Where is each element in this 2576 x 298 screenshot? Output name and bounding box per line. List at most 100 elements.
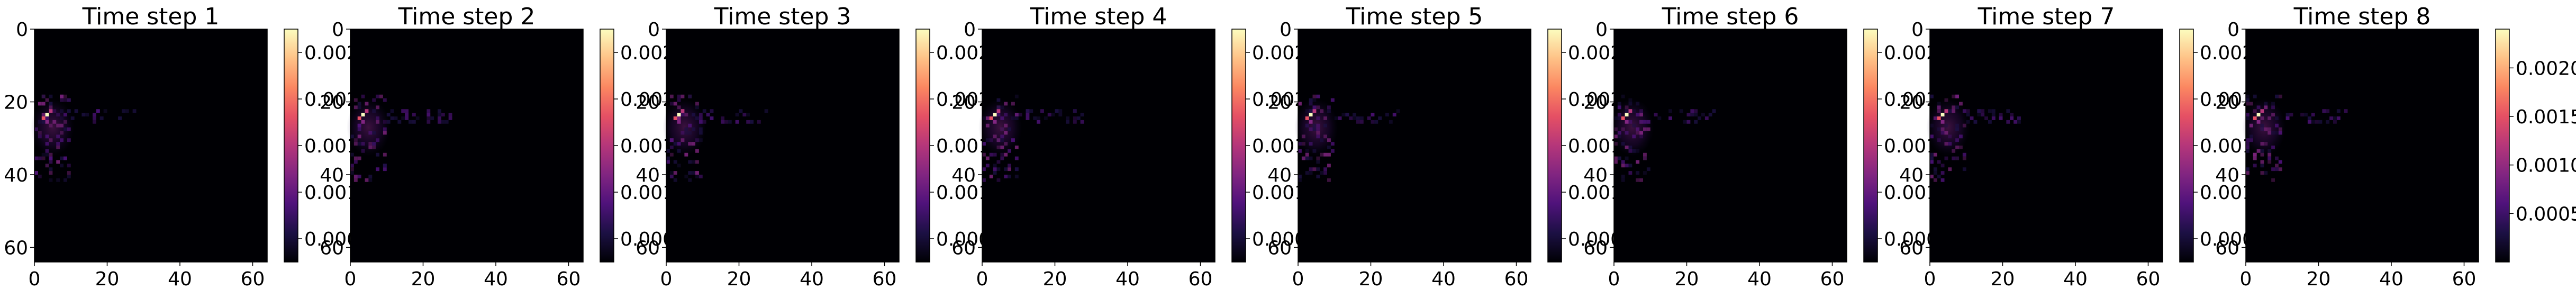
hot-cell [2260,109,2264,113]
activation-cell [1933,116,1937,120]
activation-cell [38,131,42,135]
activation-cell [677,116,681,120]
activation-cell [2333,116,2337,120]
activation-cell [1646,127,1650,131]
activation-cell [1073,120,1077,124]
activation-cell [390,109,394,113]
activation-cell [353,138,358,142]
activation-cell [1066,120,1069,124]
activation-cell [1026,113,1030,116]
activation-cell [1614,156,1618,160]
activation-cell [64,156,67,160]
activation-cell [996,146,1001,149]
activation-cell [699,138,703,142]
activation-cell [2267,131,2272,135]
activation-cell [993,164,997,168]
activation-cell [1305,123,1309,128]
colorbar-tick-label: 0.002 [1568,89,1622,111]
activation-cell [1625,156,1629,160]
y-tick-label: 40 [636,165,660,186]
activation-cell [1323,171,1327,175]
colorbar [284,29,298,263]
activation-cell [1309,142,1313,146]
colorbar [2179,29,2194,263]
activation-cell [1011,116,1015,120]
activation-cell [60,116,64,120]
axes-frame [1613,29,1847,263]
activation-cell [357,102,361,106]
activation-cell [2246,138,2250,142]
activation-cell [989,152,993,157]
activation-cell [710,109,714,113]
activation-cell [361,149,365,153]
activation-cell [669,94,674,98]
activation-cell [93,120,96,124]
activation-cell [394,116,398,120]
activation-cell [1930,134,1934,139]
activation-cell [376,152,379,157]
activation-cell [2253,152,2257,157]
activation-cell [1058,113,1063,116]
activation-cell [379,94,383,98]
activation-cell [1940,127,1945,131]
activation-cell [681,113,685,116]
activation-cell [1981,113,1985,116]
activation-cell [2304,113,2308,116]
colorbar-tick-label: 0.002 [1568,42,1622,64]
colorbar-tick-label: 0.002 [1252,89,1307,111]
activation-cell [372,131,376,135]
activation-cell [1392,113,1396,116]
activation-cell [728,120,732,124]
activation-cell [1654,113,1658,116]
activation-cell [368,142,373,146]
colorbar-tick-label: 0.001 [620,182,675,204]
activation-cell [996,98,1001,102]
activation-cell [49,138,53,142]
activation-cell [2260,149,2264,153]
activation-cell [673,171,677,175]
y-tick-label: 40 [320,165,344,186]
colorbar-tick-label: 0.0005 [2516,203,2576,225]
activation-cell [1937,127,1941,131]
hot-cell [45,120,49,124]
activation-cell [681,94,685,98]
activation-cell [1962,167,1966,171]
activation-cell [1305,156,1309,160]
activation-cell [41,102,46,106]
activation-cell [1008,164,1011,168]
activation-cell [34,156,38,160]
activation-cell [735,120,739,124]
peak-cell [1940,113,1945,116]
activation-cell [757,120,761,124]
activation-cell [372,109,376,113]
activation-cell [1076,116,1081,120]
activation-cell [1316,160,1320,164]
activation-cell [1327,138,1331,142]
colorbar-tick-label: 0.001 [2200,182,2254,204]
activation-cell [1044,116,1048,120]
hot-cell [2256,120,2261,124]
activation-cell [1316,94,1320,98]
activation-cell [1327,146,1331,149]
activation-cell [985,116,990,120]
activation-cell [2278,94,2282,98]
activation-cell [2246,167,2250,171]
activation-cell [1690,113,1694,116]
activation-cell [56,134,60,139]
activation-cell [1694,109,1698,113]
activation-cell [353,175,358,178]
y-tick-label: 60 [951,238,976,259]
activation-cell [67,98,71,102]
activation-cell [2344,109,2348,113]
heatmap-background [666,29,899,262]
activation-cell [739,109,743,113]
activation-cell [2246,102,2250,106]
activation-cell [2271,113,2275,116]
activation-cell [677,149,681,153]
activation-cell [1657,116,1662,120]
activation-cell [1309,109,1313,113]
activation-cell [1984,116,1988,120]
activation-cell [1320,171,1324,175]
y-tick-label: 60 [1583,238,1608,259]
